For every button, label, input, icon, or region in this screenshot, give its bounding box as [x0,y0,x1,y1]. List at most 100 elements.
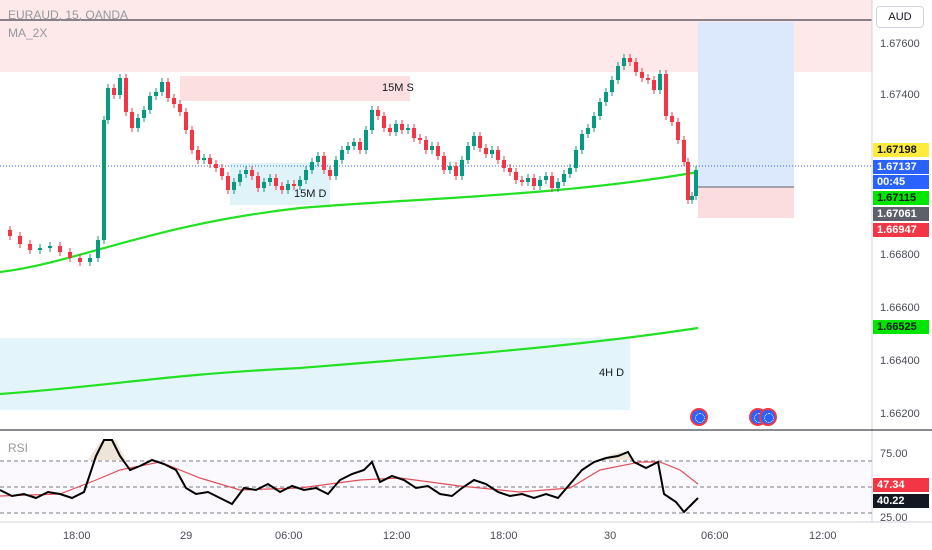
time-tick: 12:00 [383,530,411,542]
candle-body [38,248,42,250]
rsi-value-tag: 40.22 [873,494,929,508]
candle-body [610,80,614,92]
economic-event-icon[interactable] [759,408,777,426]
price-tag-ma-fast: 1.67115 [873,191,929,205]
candle-body [244,170,248,174]
time-tick: 12:00 [809,530,837,542]
candle-body [268,178,272,182]
candle-body [196,150,200,160]
candle-body [232,182,236,190]
indicator-legend[interactable]: MA_2X [8,26,48,40]
economic-event-icon[interactable] [690,408,708,426]
candle-body [28,244,32,250]
rsi-legend[interactable]: RSI [8,441,29,455]
price-tag-countdown: 00:45 [873,175,929,189]
candle-body [124,78,128,112]
position-stop-zone[interactable] [698,187,794,218]
candle-body [280,186,284,190]
price-tick: 1.66400 [880,355,920,367]
candle-body [370,110,374,130]
candle-body [48,246,52,248]
ma-fast-line [0,170,699,274]
candle-body [274,178,278,186]
candle-body [68,252,72,258]
candle-body [690,196,694,200]
price-tick: 1.67400 [880,89,920,101]
candle-body [556,182,560,188]
candle-body [694,170,698,196]
candle-body [544,176,548,180]
candle-body [538,180,542,186]
candle-body [574,150,578,168]
candle-body [328,170,332,176]
candle-body [400,124,404,130]
candle-body [526,178,530,182]
candle-body [616,66,620,80]
candle-body [472,136,476,146]
candle-body [412,128,416,138]
candle-body [298,180,302,186]
candle-body [580,134,584,150]
candle-body [340,150,344,160]
position-target-zone[interactable] [698,22,794,187]
candle-body [154,92,158,96]
symbol-legend[interactable]: EURAUD, 15, OANDA [8,8,129,22]
time-tick: 18:00 [63,530,91,542]
candle-body [214,164,218,168]
candle-body [676,122,680,140]
candle-body [658,74,662,90]
candle-body [640,72,644,78]
candle-body [292,184,296,186]
price-tag-stop: 1.66947 [873,223,929,237]
time-tick: 29 [180,530,193,542]
price-tag-entry: 1.67061 [873,207,929,221]
candle-body [466,146,470,160]
candle-body [130,112,134,128]
candle-body [78,258,82,262]
candle-body [448,166,452,170]
zone-label-4h-demand: 4H D [599,367,625,379]
price-tick: 1.67600 [880,38,920,50]
candle-body [478,136,482,148]
candle-body [562,174,566,182]
ma-slow-line [0,326,699,396]
candle-body [256,176,260,188]
candle-body [622,58,626,66]
candle-body [184,112,188,130]
candle-body [118,78,122,95]
time-tick: 06:00 [701,530,729,542]
candle-body [424,140,428,150]
candle-body [592,116,596,128]
candle-body [628,58,632,62]
candle-body [208,158,212,164]
candle-body [334,160,338,176]
rsi-line [0,439,699,514]
candle-body [220,168,224,176]
candle-body [430,146,434,150]
candle-body [250,170,254,176]
currency-button[interactable]: AUD [876,6,924,28]
candle-body [550,176,554,188]
candle-body [418,138,422,140]
candle-body [136,118,140,128]
candle-body [166,82,170,98]
candle-body [102,120,106,240]
rsi-ma-value-tag: 47.34 [873,478,929,492]
candle-body [358,142,362,150]
candle-body [106,88,110,120]
candle-body [142,110,146,118]
candle-body [376,110,380,116]
candles-group [8,54,698,266]
candle-body [664,74,668,116]
candle-body [364,130,368,150]
candle-body [148,96,152,110]
candle-body [502,160,506,168]
candle-body [112,88,116,95]
candle-body [484,148,488,154]
candle-body [178,104,182,112]
candle-body [394,124,398,132]
candle-body [226,176,230,190]
candle-body [436,146,440,156]
candle-body [160,82,164,92]
